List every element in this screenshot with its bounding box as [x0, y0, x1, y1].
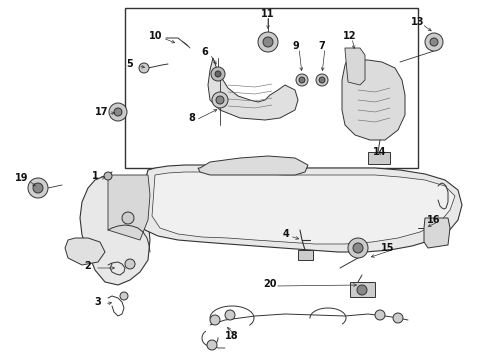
Circle shape [430, 38, 438, 46]
Text: 19: 19 [15, 173, 29, 183]
Circle shape [357, 285, 367, 295]
Text: 1: 1 [92, 171, 98, 181]
Circle shape [216, 96, 224, 104]
Text: 6: 6 [201, 47, 208, 57]
Polygon shape [80, 175, 150, 285]
Circle shape [211, 67, 225, 81]
Circle shape [125, 259, 135, 269]
Circle shape [375, 310, 385, 320]
Polygon shape [152, 172, 455, 244]
Circle shape [114, 108, 122, 116]
Text: 3: 3 [95, 297, 101, 307]
Circle shape [319, 77, 325, 83]
Text: 12: 12 [343, 31, 357, 41]
Polygon shape [108, 175, 150, 240]
Text: 20: 20 [263, 279, 277, 289]
Circle shape [28, 178, 48, 198]
Text: 15: 15 [381, 243, 395, 253]
Circle shape [215, 71, 221, 77]
Circle shape [104, 172, 112, 180]
Text: 2: 2 [85, 261, 91, 271]
Circle shape [299, 77, 305, 83]
Circle shape [316, 74, 328, 86]
Circle shape [109, 103, 127, 121]
Circle shape [263, 37, 273, 47]
Text: 8: 8 [189, 113, 196, 123]
Text: 5: 5 [126, 59, 133, 69]
Polygon shape [342, 58, 405, 140]
Circle shape [353, 243, 363, 253]
Circle shape [120, 292, 128, 300]
Circle shape [258, 32, 278, 52]
Polygon shape [345, 48, 365, 85]
Bar [125, 8, 418, 168]
Circle shape [393, 313, 403, 323]
Text: 4: 4 [283, 229, 290, 239]
Circle shape [207, 340, 217, 350]
Text: 11: 11 [261, 9, 275, 19]
Circle shape [210, 315, 220, 325]
Circle shape [212, 92, 228, 108]
Circle shape [296, 74, 308, 86]
Text: 14: 14 [373, 147, 387, 157]
Polygon shape [198, 156, 308, 175]
Circle shape [122, 212, 134, 224]
Circle shape [139, 63, 149, 73]
Circle shape [348, 238, 368, 258]
Bar [298, 250, 313, 260]
Text: 9: 9 [293, 41, 299, 51]
Circle shape [33, 183, 43, 193]
Text: 17: 17 [95, 107, 109, 117]
Text: 18: 18 [225, 331, 239, 341]
Bar [350, 282, 375, 297]
Polygon shape [424, 218, 450, 248]
Bar [368, 152, 390, 164]
Polygon shape [208, 58, 298, 120]
Circle shape [425, 33, 443, 51]
Polygon shape [65, 238, 105, 265]
Text: 13: 13 [411, 17, 425, 27]
Text: 7: 7 [318, 41, 325, 51]
Circle shape [225, 310, 235, 320]
Text: 16: 16 [427, 215, 441, 225]
Text: 10: 10 [149, 31, 163, 41]
Polygon shape [140, 165, 462, 252]
